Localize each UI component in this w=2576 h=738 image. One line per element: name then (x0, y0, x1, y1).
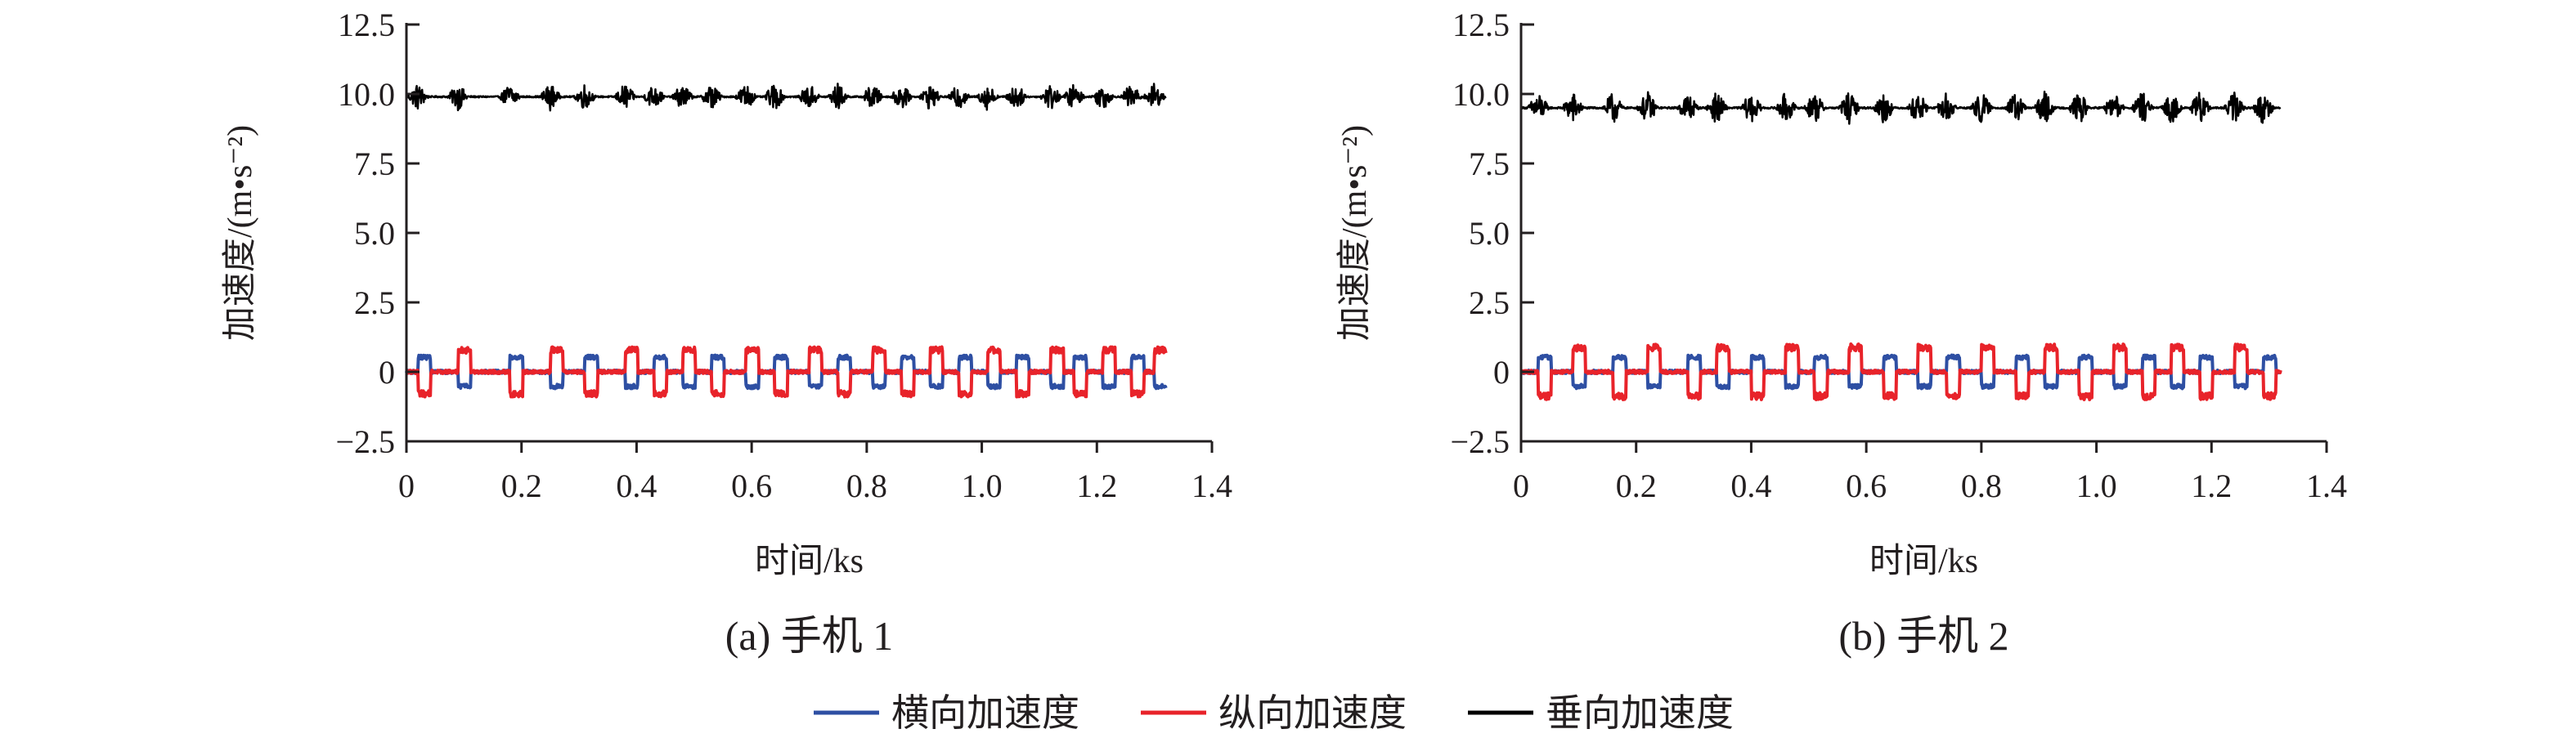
x-tick-label: 1.4 (1192, 467, 1232, 504)
x-tick-label: 0.8 (846, 467, 887, 504)
axes: −2.502.55.07.510.012.50 0.2 0.4 0.6 0.8 1.0 1.… (335, 7, 1232, 504)
legend-item-longitudinal: 纵向加速度 (1141, 692, 1407, 734)
panel-caption: (b) 手机 2 (1838, 613, 2008, 659)
series-line-longitudinal (1521, 344, 2281, 400)
x-tick-label: 1.2 (1076, 467, 1117, 504)
legend: 横向加速度 纵向加速度 垂向加速度 (814, 692, 1734, 734)
series-line-vertical (406, 83, 1166, 110)
x-tick-label: 0 (398, 467, 415, 504)
y-tick-label: 10.0 (1452, 76, 1510, 113)
y-tick-label: 7.5 (354, 145, 395, 182)
x-tick-label: 0.2 (501, 467, 542, 504)
y-tick-label: 2.5 (354, 284, 395, 321)
plot-lines (1521, 92, 2281, 400)
x-tick-label: 0 (1513, 467, 1529, 504)
series-line-vertical (1521, 92, 2281, 123)
y-tick-label: 0 (379, 354, 395, 391)
x-axis-title: 时间/ks (755, 543, 864, 580)
x-tick-label: 1.4 (2306, 467, 2347, 504)
y-tick-label: 10.0 (338, 76, 395, 113)
y-tick-label: 12.5 (1452, 7, 1510, 43)
x-tick-label: 0.6 (731, 467, 772, 504)
plot-lines (406, 83, 1166, 396)
y-axis-title: 加速度/(m•s⁻²) (1336, 125, 1374, 341)
x-tick-label: 1.0 (962, 467, 1003, 504)
x-tick-label: 1.2 (2191, 467, 2232, 504)
x-axis-title: 时间/ks (1869, 543, 1978, 580)
x-tick-label: 0.8 (1961, 467, 2002, 504)
chart-panel-a: −2.502.55.07.510.012.50 0.2 0.4 0.6 0.8 1.0 1.… (222, 7, 1232, 659)
axes: −2.502.55.07.510.012.50 0.2 0.4 0.6 0.8 1.0 1.… (1450, 7, 2347, 504)
legend-item-vertical: 垂向加速度 (1468, 692, 1734, 734)
y-tick-label: −2.5 (1450, 423, 1510, 460)
y-tick-label: 7.5 (1469, 145, 1510, 182)
y-tick-label: 2.5 (1469, 284, 1510, 321)
x-tick-label: 1.0 (2076, 467, 2117, 504)
legend-item-lateral: 横向加速度 (814, 692, 1079, 734)
x-tick-label: 0.4 (616, 467, 657, 504)
chart-panel-b: −2.502.55.07.510.012.50 0.2 0.4 0.6 0.8 1.0 1.… (1336, 7, 2347, 659)
y-tick-label: 5.0 (1469, 215, 1510, 252)
legend-label-lateral: 横向加速度 (891, 692, 1079, 734)
x-tick-label: 0.2 (1616, 467, 1657, 504)
x-tick-label: 0.6 (1846, 467, 1887, 504)
panel-caption: (a) 手机 1 (725, 613, 894, 659)
y-tick-label: 0 (1493, 354, 1510, 391)
x-tick-label: 0.4 (1730, 467, 1771, 504)
legend-label-vertical: 垂向加速度 (1546, 692, 1734, 734)
y-axis-title: 加速度/(m•s⁻²) (222, 125, 259, 341)
y-tick-label: −2.5 (335, 423, 395, 460)
y-tick-label: 12.5 (338, 7, 395, 43)
y-tick-label: 5.0 (354, 215, 395, 252)
legend-label-longitudinal: 纵向加速度 (1218, 692, 1407, 734)
